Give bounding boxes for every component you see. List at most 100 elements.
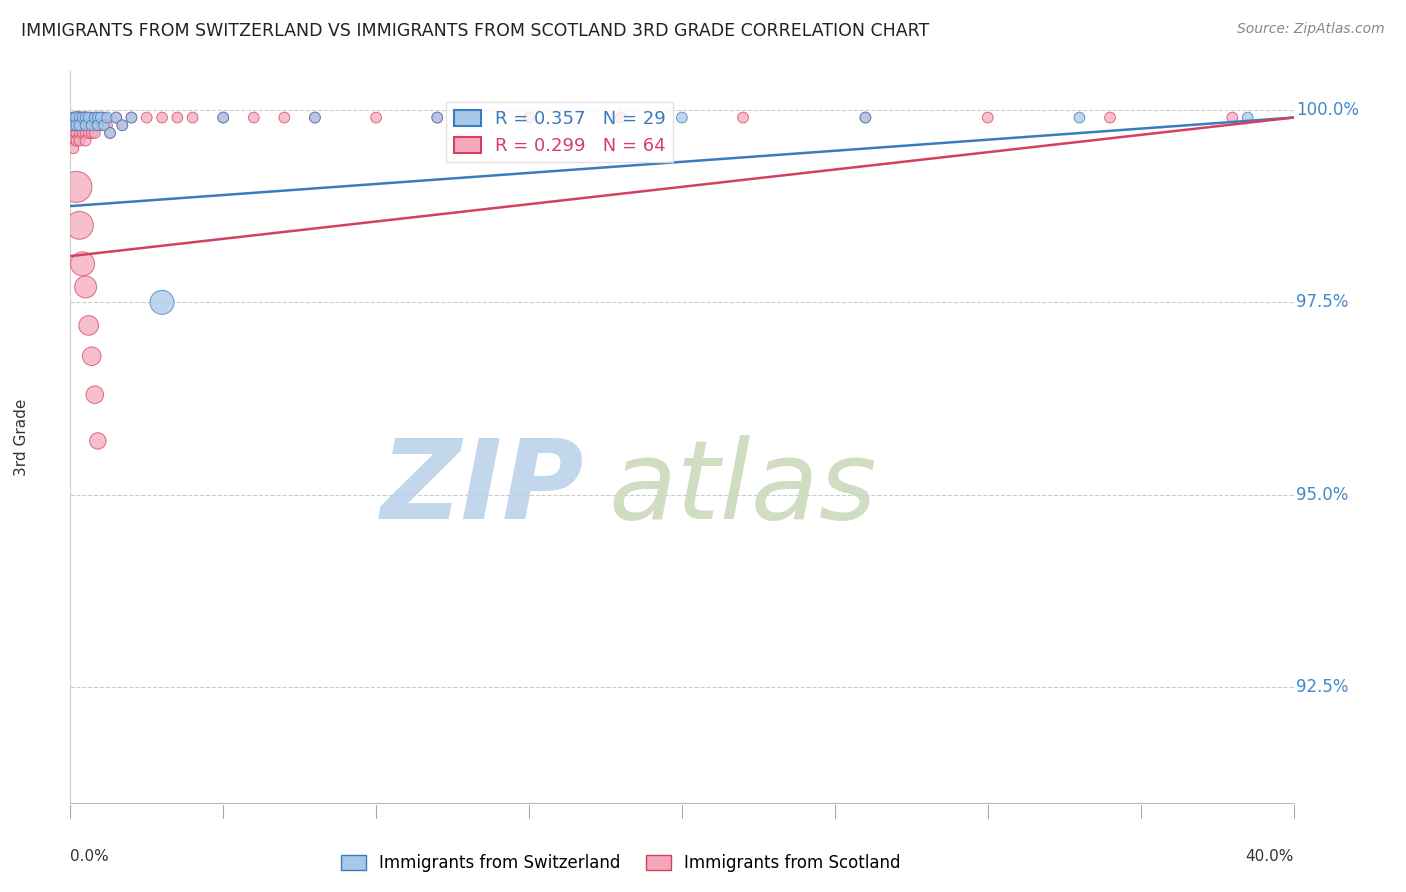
Text: 92.5%: 92.5% <box>1296 678 1348 697</box>
Point <box>77 318 100 333</box>
Point <box>75 111 97 125</box>
Text: 40.0%: 40.0% <box>1246 849 1294 864</box>
Point <box>111 118 134 132</box>
Point <box>62 141 84 155</box>
Point <box>90 111 112 125</box>
Point <box>83 388 105 402</box>
Text: atlas: atlas <box>609 434 877 541</box>
Point <box>69 126 91 140</box>
Point <box>105 111 128 125</box>
Point <box>111 118 134 132</box>
Point <box>87 118 110 132</box>
Point <box>62 111 84 125</box>
Point <box>75 111 97 125</box>
Point <box>65 111 87 125</box>
Point <box>98 126 121 140</box>
Point <box>1099 111 1122 125</box>
Point <box>80 118 103 132</box>
Point <box>610 111 633 125</box>
Point <box>121 111 143 125</box>
Point <box>65 134 87 148</box>
Point <box>72 126 94 140</box>
Point <box>62 126 84 140</box>
Point <box>80 126 103 140</box>
Point <box>150 111 173 125</box>
Point <box>83 118 105 132</box>
Text: 3rd Grade: 3rd Grade <box>14 399 30 475</box>
Point <box>273 111 295 125</box>
Point <box>1069 111 1091 125</box>
Point <box>77 111 100 125</box>
Point <box>75 126 97 140</box>
Point <box>69 111 91 125</box>
Point <box>87 434 110 448</box>
Point <box>72 118 94 132</box>
Point <box>83 111 105 125</box>
Point <box>65 118 87 132</box>
Point <box>62 134 84 148</box>
Legend: R = 0.357   N = 29, R = 0.299   N = 64: R = 0.357 N = 29, R = 0.299 N = 64 <box>446 103 673 162</box>
Point <box>426 111 449 125</box>
Point <box>72 111 94 125</box>
Point <box>366 111 388 125</box>
Text: 95.0%: 95.0% <box>1296 486 1348 504</box>
Point <box>135 111 157 125</box>
Point <box>65 111 87 125</box>
Point <box>87 118 110 132</box>
Point <box>93 111 115 125</box>
Point <box>1220 111 1243 125</box>
Point <box>87 111 110 125</box>
Point <box>671 111 693 125</box>
Point <box>304 111 326 125</box>
Point <box>517 111 540 125</box>
Point <box>90 111 112 125</box>
Point <box>181 111 204 125</box>
Point <box>304 111 326 125</box>
Point <box>121 111 143 125</box>
Point <box>212 111 235 125</box>
Point <box>75 280 97 294</box>
Point <box>733 111 755 125</box>
Point <box>75 118 97 132</box>
Point <box>96 118 118 132</box>
Point <box>69 111 91 125</box>
Point <box>243 111 266 125</box>
Point <box>72 257 94 271</box>
Point <box>212 111 235 125</box>
Text: 100.0%: 100.0% <box>1296 101 1360 119</box>
Point <box>80 118 103 132</box>
Text: Source: ZipAtlas.com: Source: ZipAtlas.com <box>1237 22 1385 37</box>
Text: 97.5%: 97.5% <box>1296 293 1348 311</box>
Point <box>69 118 91 132</box>
Point <box>69 118 91 132</box>
Point <box>87 111 110 125</box>
Point <box>77 111 100 125</box>
Point <box>80 111 103 125</box>
Point <box>90 118 112 132</box>
Point <box>69 134 91 148</box>
Point <box>96 111 118 125</box>
Point <box>65 126 87 140</box>
Point <box>93 118 115 132</box>
Point <box>1236 111 1258 125</box>
Point <box>62 111 84 125</box>
Point <box>166 111 188 125</box>
Point <box>83 111 105 125</box>
Point <box>77 118 100 132</box>
Point <box>72 111 94 125</box>
Point <box>62 118 84 132</box>
Point <box>80 349 103 363</box>
Point <box>62 118 84 132</box>
Point <box>855 111 877 125</box>
Text: IMMIGRANTS FROM SWITZERLAND VS IMMIGRANTS FROM SCOTLAND 3RD GRADE CORRELATION CH: IMMIGRANTS FROM SWITZERLAND VS IMMIGRANT… <box>21 22 929 40</box>
Point <box>75 118 97 132</box>
Point <box>98 126 121 140</box>
Point <box>65 118 87 132</box>
Point <box>426 111 449 125</box>
Point <box>105 111 128 125</box>
Point <box>69 219 91 233</box>
Point <box>976 111 998 125</box>
Point <box>855 111 877 125</box>
Point <box>150 295 173 310</box>
Point <box>65 179 87 194</box>
